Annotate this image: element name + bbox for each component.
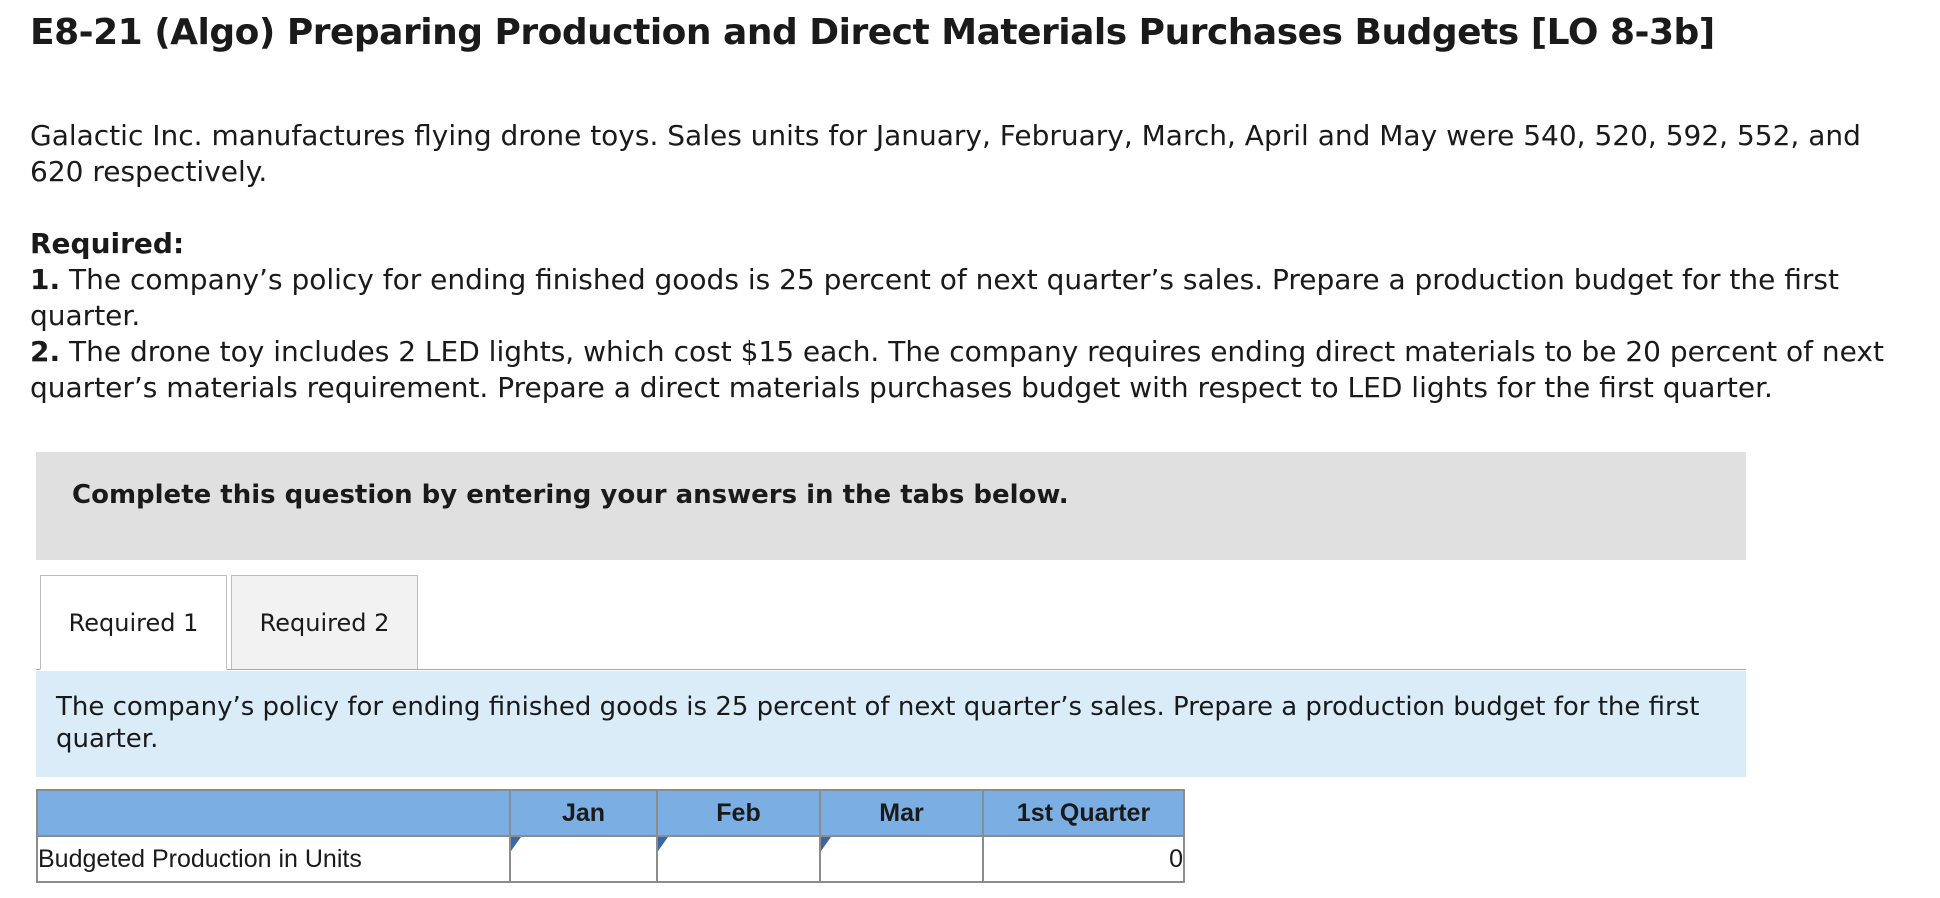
tab-required-1[interactable]: Required 1 (40, 575, 227, 670)
tab-required-1-label: Required 1 (68, 608, 199, 637)
production-budget-table: Jan Feb Mar 1st Quarter Budgeted Product… (36, 789, 1185, 883)
instruction-banner: Complete this question by entering your … (36, 452, 1746, 560)
input-marker-icon (511, 837, 521, 851)
input-marker-icon (658, 837, 668, 851)
header-mar: Mar (819, 789, 984, 837)
feb-cell (656, 835, 821, 883)
table-row: Budgeted Production in Units 0 (36, 835, 1185, 883)
header-1st-quarter: 1st Quarter (982, 789, 1185, 837)
required-item-1-text: The company’s policy for ending finished… (30, 263, 1839, 332)
feb-production-input[interactable] (658, 837, 819, 881)
quarter-total-value: 0 (982, 835, 1185, 883)
header-jan: Jan (509, 789, 658, 837)
tab-required-2[interactable]: Required 2 (231, 575, 418, 670)
required-section: Required: 1. The company’s policy for en… (30, 226, 1920, 406)
tab-divider (36, 669, 1746, 670)
required-heading: Required: (30, 227, 185, 260)
problem-intro: Galactic Inc. manufactures flying drone … (30, 119, 1861, 188)
required-item-1-number: 1. (30, 263, 61, 296)
tab-required-2-label: Required 2 (259, 608, 390, 637)
tab-prompt-text: The company’s policy for ending finished… (56, 692, 1700, 754)
jan-production-input[interactable] (511, 837, 656, 881)
mar-production-input[interactable] (821, 837, 982, 881)
instruction-text: Complete this question by entering your … (72, 480, 1069, 510)
mar-cell (819, 835, 984, 883)
header-feb: Feb (656, 789, 821, 837)
required-item-2-number: 2. (30, 335, 61, 368)
page-title: E8-21 (Algo) Preparing Production and Di… (30, 12, 1715, 53)
table-header-row: Jan Feb Mar 1st Quarter (36, 789, 1185, 837)
jan-cell (509, 835, 658, 883)
row-label-budgeted-production: Budgeted Production in Units (36, 835, 511, 883)
required-item-2-text: The drone toy includes 2 LED lights, whi… (30, 335, 1884, 404)
required-item-1: 1. The company’s policy for ending finis… (30, 262, 1920, 334)
tab-prompt: The company’s policy for ending finished… (36, 671, 1746, 777)
required-item-2: 2. The drone toy includes 2 LED lights, … (30, 334, 1920, 406)
input-marker-icon (821, 837, 831, 851)
header-blank (36, 789, 511, 837)
